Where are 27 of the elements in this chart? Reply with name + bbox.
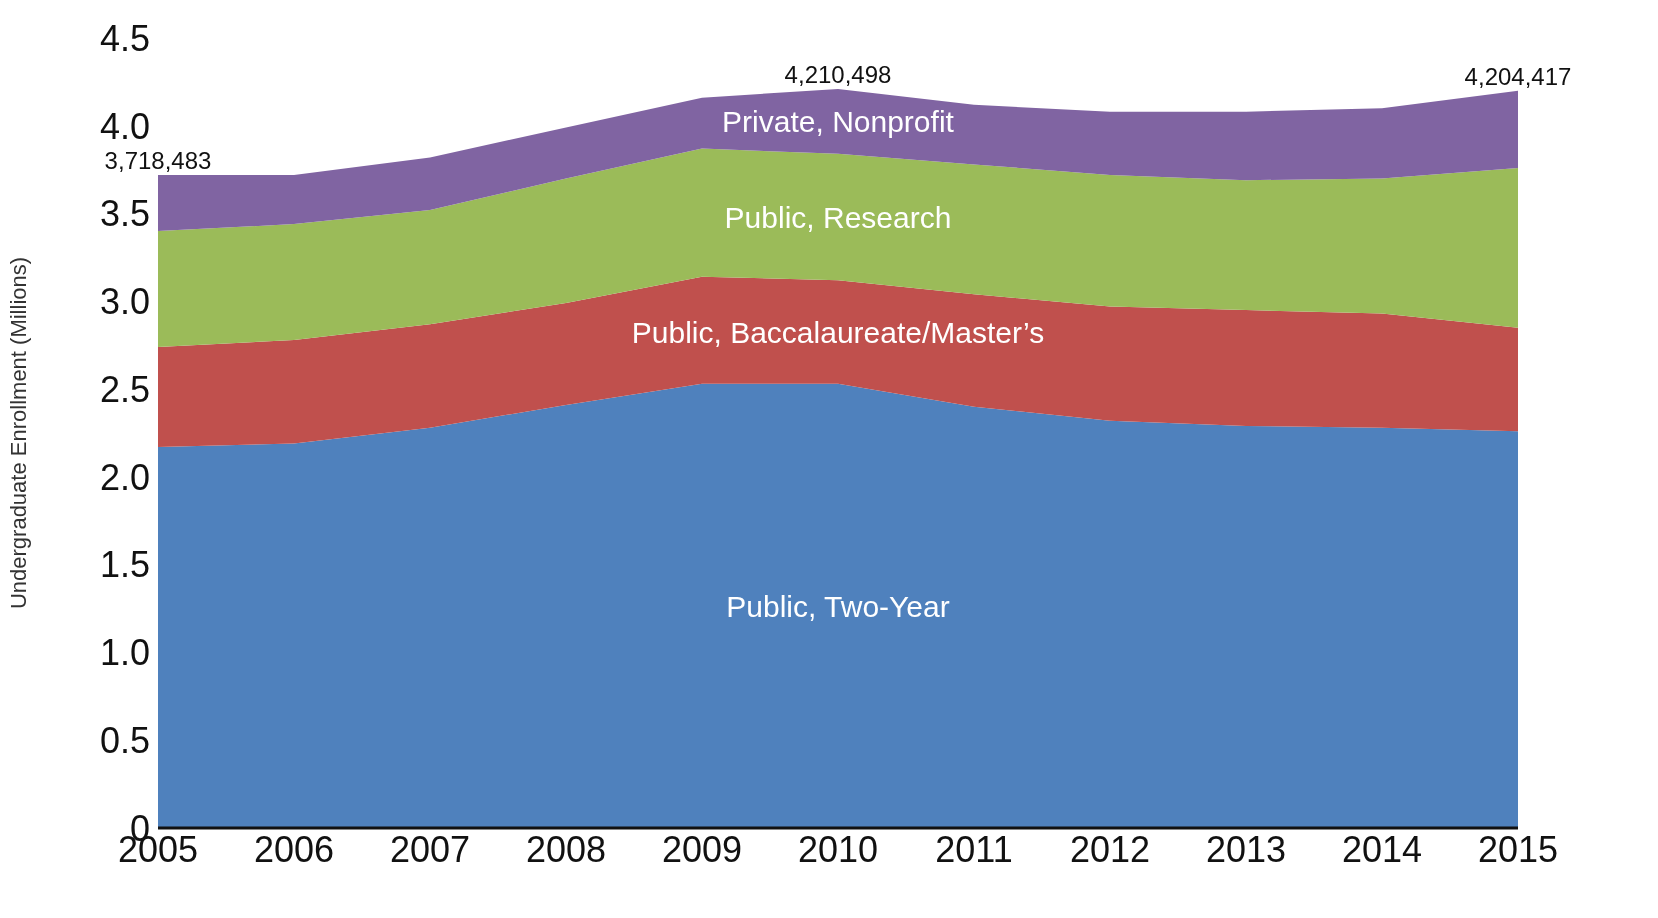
x-tick-label: 2007 xyxy=(389,828,471,870)
series-label: Public, Two-Year xyxy=(726,589,950,623)
x-tick-label: 2012 xyxy=(1069,828,1151,870)
series-label: Public, Research xyxy=(724,200,952,234)
y-axis-title: Undergraduate Enrollment (Millions) xyxy=(5,256,31,610)
x-tick-label: 2015 xyxy=(1477,828,1559,870)
annotation: 4,204,417 xyxy=(1464,62,1572,90)
y-tick-label: 4.5 xyxy=(99,17,150,59)
y-tick-label: 0.5 xyxy=(99,720,150,761)
series-label: Public, Baccalaureate/Master’s xyxy=(631,315,1045,349)
x-tick-label: 2010 xyxy=(797,828,879,870)
y-tick-label: 1.5 xyxy=(99,544,150,586)
x-tick-label: 2006 xyxy=(253,828,335,870)
y-tick-label: 1.0 xyxy=(99,632,150,674)
annotation: 4,210,498 xyxy=(784,60,892,88)
x-tick-label: 2009 xyxy=(661,828,743,870)
series-label: Private, Nonprofit xyxy=(722,105,955,139)
annotation: 3,718,483 xyxy=(104,146,212,174)
x-tick-label: 2013 xyxy=(1205,828,1287,870)
y-tick-label: 4.0 xyxy=(99,105,150,147)
y-tick-label: 2.5 xyxy=(99,368,150,410)
y-tick-label: 2.0 xyxy=(99,456,150,498)
x-tick-label: 2011 xyxy=(935,828,1013,870)
y-tick-label: 3.5 xyxy=(99,193,150,235)
x-tick-label: 2008 xyxy=(525,828,607,870)
x-tick-label: 2014 xyxy=(1341,828,1423,870)
y-tick-label: 3.0 xyxy=(99,281,150,323)
